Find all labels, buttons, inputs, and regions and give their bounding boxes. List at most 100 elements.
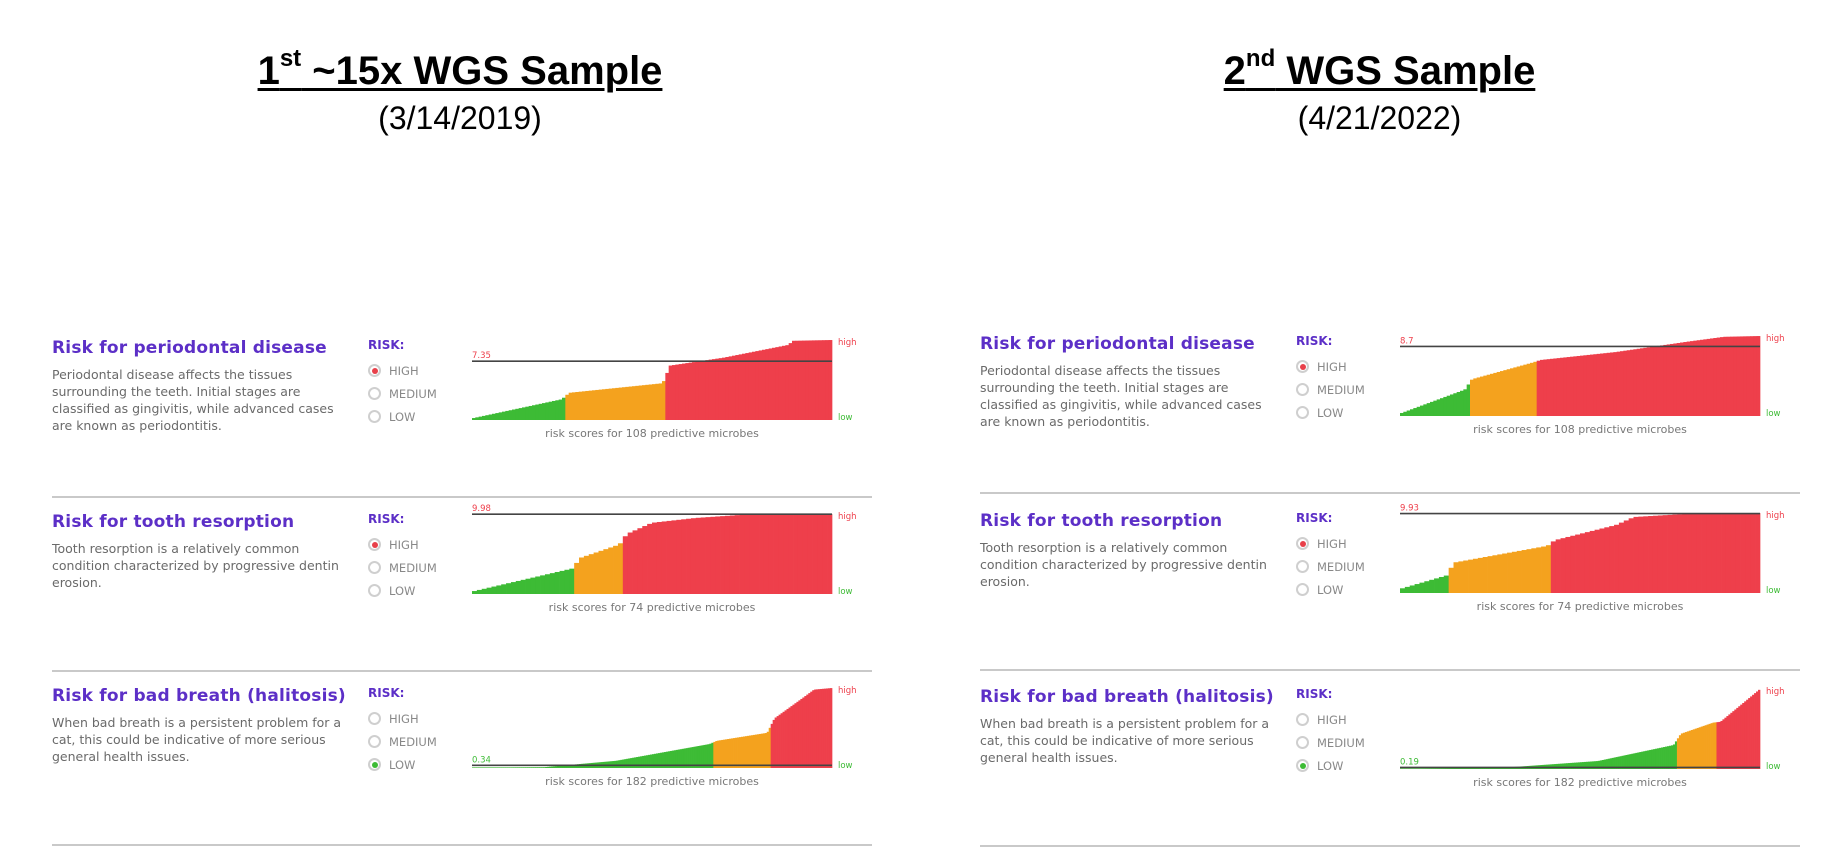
score-bar xyxy=(568,392,573,420)
score-bar xyxy=(1753,336,1758,416)
score-bar xyxy=(535,767,538,768)
score-bar xyxy=(804,696,807,768)
score-bar xyxy=(722,357,726,420)
score-bar xyxy=(636,757,639,768)
score-bar xyxy=(478,416,483,420)
score-bar xyxy=(1726,336,1731,416)
score-bar xyxy=(665,751,669,768)
score-bar xyxy=(1470,379,1474,416)
score-bar xyxy=(784,710,787,768)
score-bar xyxy=(1696,513,1702,593)
score-bar xyxy=(697,746,700,768)
radio-selected-icon xyxy=(368,538,381,551)
score-bar xyxy=(549,573,556,594)
score-bar xyxy=(782,345,786,420)
microbe-caption: risk scores for 108 predictive microbes xyxy=(545,427,759,440)
score-bar xyxy=(1734,709,1737,769)
score-bar xyxy=(748,352,753,420)
score-bar xyxy=(719,740,722,768)
score-bar xyxy=(1606,352,1611,416)
score-bar xyxy=(755,351,760,420)
risk-option-medium[interactable]: MEDIUM xyxy=(1296,380,1365,400)
score-bar xyxy=(1513,367,1518,416)
score-bar xyxy=(1502,553,1508,593)
score-bar xyxy=(1701,513,1707,593)
score-bar xyxy=(557,765,560,768)
score-bar xyxy=(1552,764,1555,769)
score-bar xyxy=(653,753,657,768)
score-bar xyxy=(827,514,833,594)
score-bar xyxy=(555,400,560,420)
score-bar xyxy=(703,744,706,768)
score-bar xyxy=(561,765,564,768)
score-bar xyxy=(742,736,746,768)
score-bar xyxy=(1593,354,1598,416)
score-bar xyxy=(518,408,523,420)
score-bar xyxy=(689,747,692,768)
score-bar xyxy=(1487,767,1490,769)
risk-label: RISK: xyxy=(368,338,405,352)
score-bar xyxy=(545,402,550,420)
risk-option-medium[interactable]: MEDIUM xyxy=(368,732,437,752)
risk-option-medium[interactable]: MEDIUM xyxy=(368,384,437,404)
score-bar xyxy=(538,403,543,420)
score-bar xyxy=(1750,513,1756,593)
score-bar xyxy=(1672,744,1676,769)
score-bar xyxy=(472,418,476,420)
axis-low-label: low xyxy=(1766,586,1781,596)
score-bar xyxy=(1434,578,1440,593)
score-bar xyxy=(1740,336,1744,416)
risk-option-low[interactable]: LOW xyxy=(1296,580,1343,600)
risk-option-medium[interactable]: MEDIUM xyxy=(1296,733,1365,753)
score-bar xyxy=(483,767,487,768)
risk-option-high[interactable]: HIGH xyxy=(1296,710,1347,730)
score-bar xyxy=(1520,365,1524,416)
risk-option-high[interactable]: HIGH xyxy=(368,709,419,729)
score-bar xyxy=(1667,746,1670,769)
score-bar xyxy=(1625,754,1628,769)
risk-option-high[interactable]: HIGH xyxy=(1296,357,1347,377)
radio-empty-icon xyxy=(368,712,381,725)
score-bar xyxy=(1426,403,1431,416)
score-bar xyxy=(489,767,493,768)
score-bar xyxy=(525,406,530,420)
risk-option-high[interactable]: HIGH xyxy=(368,361,419,381)
score-bar xyxy=(509,767,512,768)
score-bar xyxy=(828,688,831,768)
score-bar xyxy=(1720,337,1724,416)
axis-high-label: high xyxy=(1766,334,1785,344)
score-bar xyxy=(632,386,636,420)
score-bar xyxy=(642,755,645,768)
risk-option-low[interactable]: LOW xyxy=(1296,403,1343,423)
score-bar xyxy=(792,704,795,768)
score-bar xyxy=(1403,411,1408,416)
risk-option-medium[interactable]: MEDIUM xyxy=(1296,557,1365,577)
score-bar xyxy=(507,767,510,768)
score-bar xyxy=(1415,768,1419,769)
risk-option-low[interactable]: LOW xyxy=(368,407,415,427)
score-bar xyxy=(786,708,789,768)
score-bar xyxy=(1573,356,1578,416)
score-bar xyxy=(1593,761,1597,769)
score-bar xyxy=(754,734,758,768)
risk-option-high[interactable]: HIGH xyxy=(1296,534,1347,554)
score-bar xyxy=(1718,721,1721,769)
risk-option-low[interactable]: LOW xyxy=(368,581,415,601)
risk-option-high[interactable]: HIGH xyxy=(368,535,419,555)
score-bar xyxy=(1433,768,1436,769)
score-bar xyxy=(650,754,653,768)
score-bar xyxy=(1560,538,1566,593)
score-bar xyxy=(1506,369,1511,416)
score-bar xyxy=(552,400,556,420)
risk-option-medium[interactable]: MEDIUM xyxy=(368,558,437,578)
risk-option-low[interactable]: LOW xyxy=(1296,756,1343,776)
score-bar xyxy=(548,401,553,420)
score-bar xyxy=(1732,711,1735,769)
score-bar xyxy=(1413,768,1417,769)
section-title: Risk for bad breath (halitosis) xyxy=(980,687,1274,707)
risk-option-low[interactable]: LOW xyxy=(368,755,415,775)
score-bar xyxy=(1564,763,1567,769)
score-bar xyxy=(656,521,663,594)
score-bar xyxy=(783,514,789,594)
score-bar xyxy=(1730,712,1733,769)
